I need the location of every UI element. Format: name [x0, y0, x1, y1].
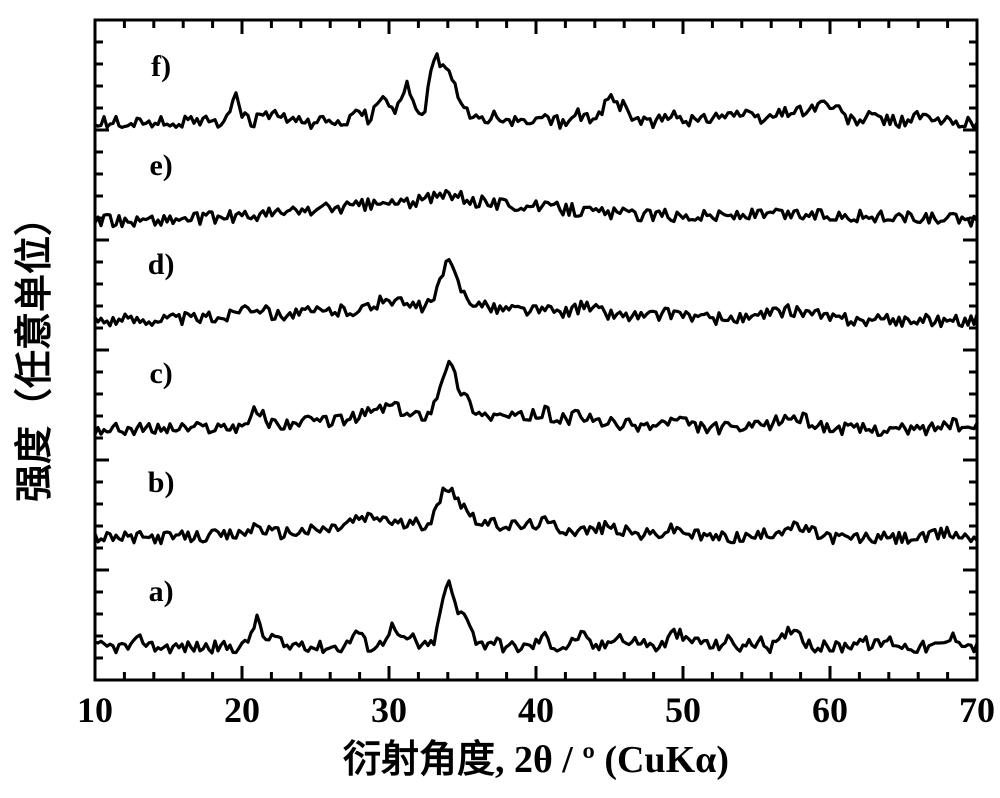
xrd-chart: 10 20 30 40 50 60 70 衍射角度, 2θ / º (CuKα) 强度（任意单位… [0, 0, 1000, 798]
x-tick-label: 20 [224, 690, 260, 730]
chart-svg: 10 20 30 40 50 60 70 衍射角度, 2θ / º (CuKα) 强度（任意单位… [0, 0, 1000, 798]
x-axis-label: 衍射角度, 2θ / º (CuKα) [343, 739, 729, 781]
series-label-b: b) [148, 466, 175, 499]
series-label-d: d) [148, 248, 175, 281]
x-tick-label: 70 [959, 690, 995, 730]
series-label-e: e) [149, 149, 172, 182]
series-label-f: f) [151, 50, 171, 83]
series-label-a: a) [149, 575, 174, 608]
x-tick-label: 50 [665, 690, 701, 730]
x-tick-label: 10 [77, 690, 113, 730]
series-label-c: c) [149, 357, 172, 390]
x-tick-label: 60 [812, 690, 848, 730]
y-axis-label: 强度（任意单位） [14, 198, 56, 502]
x-tick-label: 40 [518, 690, 554, 730]
x-tick-label: 30 [371, 690, 407, 730]
